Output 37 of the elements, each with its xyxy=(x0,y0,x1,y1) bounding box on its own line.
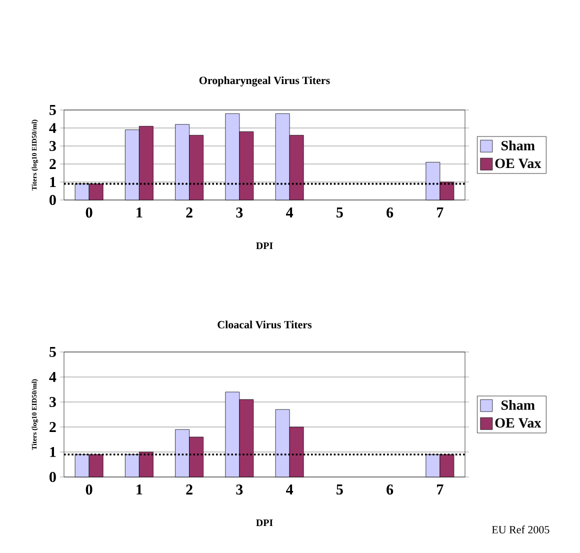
legend-label: Sham xyxy=(502,400,535,410)
legend-label: OE Vax xyxy=(495,418,542,428)
x-tick-label: 2 xyxy=(186,484,192,494)
x-tick-label: 7 xyxy=(437,484,444,494)
y-tick-label: 4 xyxy=(49,123,56,133)
text: EU Ref 2005 xyxy=(492,526,550,534)
x-tick-label: 4 xyxy=(286,484,294,494)
x-axis-title: DPI xyxy=(256,520,273,526)
x-axis-title: DPI xyxy=(256,242,273,250)
y-tick-label: 2 xyxy=(50,159,56,169)
legend-label: OE Vax xyxy=(495,158,542,168)
x-tick-label: 4 xyxy=(286,208,294,218)
x-tick-label: 3 xyxy=(236,484,243,495)
x-tick-label: 5 xyxy=(336,484,343,494)
y-tick-label: 1 xyxy=(50,177,56,187)
y-tick-label: 1 xyxy=(50,447,56,457)
y-tick-label: 0 xyxy=(50,194,56,206)
y-tick-label: 0 xyxy=(50,472,56,482)
y-tick-label: 3 xyxy=(50,396,56,408)
y-tick-label: 5 xyxy=(50,347,56,357)
x-tick-label: 0 xyxy=(86,484,92,495)
x-tick-label: 6 xyxy=(386,208,394,218)
x-tick-label: 2 xyxy=(186,208,192,218)
chart-title: Cloacal Virus Titers xyxy=(218,320,312,328)
x-tick-label: 5 xyxy=(336,208,343,218)
chart-title: Oropharyngeal Virus Titers xyxy=(199,76,330,86)
y-tick-label: 4 xyxy=(49,372,56,382)
legend-label: Sham xyxy=(502,140,535,150)
y-tick-label: 2 xyxy=(50,422,56,432)
x-tick-label: 1 xyxy=(136,484,142,494)
x-tick-label: 1 xyxy=(136,208,142,218)
x-tick-label: 0 xyxy=(86,208,92,218)
x-tick-label: 6 xyxy=(386,484,394,495)
x-tick-label: 7 xyxy=(437,208,444,218)
y-tick-label: 3 xyxy=(50,140,56,152)
x-tick-label: 3 xyxy=(236,208,243,218)
y-tick-label: 5 xyxy=(50,105,56,115)
